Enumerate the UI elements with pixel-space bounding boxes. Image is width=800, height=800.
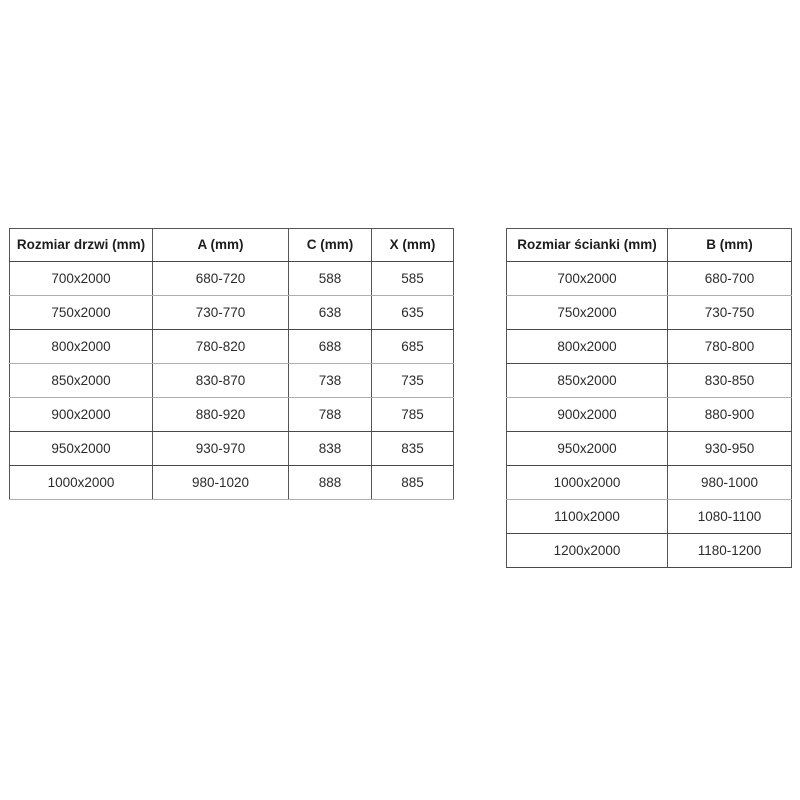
cell-a: 880-920	[152, 397, 289, 432]
cell-door-size: 800x2000	[9, 329, 153, 364]
cell-c: 738	[288, 363, 372, 398]
table-row: 900x2000 880-920 788 785	[9, 397, 454, 432]
door-table-header: Rozmiar drzwi (mm) A (mm) C (mm) X (mm)	[9, 228, 454, 262]
cell-wall-size: 850x2000	[506, 363, 668, 398]
cell-door-size: 900x2000	[9, 397, 153, 432]
table-row: 750x2000 730-750	[506, 295, 792, 330]
cell-b: 1080-1100	[667, 499, 792, 534]
table-row: 1000x2000 980-1020 888 885	[9, 465, 454, 500]
table-row: 900x2000 880-900	[506, 397, 792, 432]
cell-x: 585	[371, 261, 454, 296]
cell-a: 980-1020	[152, 465, 289, 500]
table-row: 1200x2000 1180-1200	[506, 533, 792, 568]
cell-b: 930-950	[667, 431, 792, 466]
table-row: 950x2000 930-950	[506, 431, 792, 466]
cell-x: 885	[371, 465, 454, 500]
cell-b: 780-800	[667, 329, 792, 364]
cell-door-size: 750x2000	[9, 295, 153, 330]
cell-b: 830-850	[667, 363, 792, 398]
cell-wall-size: 950x2000	[506, 431, 668, 466]
cell-x: 735	[371, 363, 454, 398]
table-row: 850x2000 830-870 738 735	[9, 363, 454, 398]
cell-wall-size: 1000x2000	[506, 465, 668, 500]
table-row: 1000x2000 980-1000	[506, 465, 792, 500]
cell-b: 730-750	[667, 295, 792, 330]
cell-c: 788	[288, 397, 372, 432]
cell-door-size: 950x2000	[9, 431, 153, 466]
cell-x: 635	[371, 295, 454, 330]
column-header-door-size: Rozmiar drzwi (mm)	[9, 228, 153, 262]
cell-door-size: 700x2000	[9, 261, 153, 296]
column-header-b: B (mm)	[667, 228, 792, 262]
column-header-x: X (mm)	[371, 228, 454, 262]
cell-c: 588	[288, 261, 372, 296]
cell-c: 838	[288, 431, 372, 466]
table-row: 700x2000 680-720 588 585	[9, 261, 454, 296]
cell-c: 688	[288, 329, 372, 364]
cell-wall-size: 750x2000	[506, 295, 668, 330]
cell-c: 888	[288, 465, 372, 500]
cell-b: 880-900	[667, 397, 792, 432]
cell-a: 730-770	[152, 295, 289, 330]
column-header-wall-size: Rozmiar ścianki (mm)	[506, 228, 668, 262]
cell-b: 980-1000	[667, 465, 792, 500]
table-row: 850x2000 830-850	[506, 363, 792, 398]
table-row: 1100x2000 1080-1100	[506, 499, 792, 534]
table-row: 700x2000 680-700	[506, 261, 792, 296]
wall-table-body: 700x2000 680-700 750x2000 730-750 800x20…	[506, 261, 792, 568]
cell-a: 680-720	[152, 261, 289, 296]
cell-a: 930-970	[152, 431, 289, 466]
column-header-a: A (mm)	[152, 228, 289, 262]
table-row: 800x2000 780-800	[506, 329, 792, 364]
cell-wall-size: 800x2000	[506, 329, 668, 364]
cell-wall-size: 1200x2000	[506, 533, 668, 568]
cell-x: 835	[371, 431, 454, 466]
table-row: 950x2000 930-970 838 835	[9, 431, 454, 466]
column-header-c: C (mm)	[288, 228, 372, 262]
cell-x: 685	[371, 329, 454, 364]
cell-x: 785	[371, 397, 454, 432]
cell-a: 780-820	[152, 329, 289, 364]
table-row: 800x2000 780-820 688 685	[9, 329, 454, 364]
cell-wall-size: 700x2000	[506, 261, 668, 296]
cell-c: 638	[288, 295, 372, 330]
table-header-row: Rozmiar drzwi (mm) A (mm) C (mm) X (mm)	[9, 228, 454, 262]
cell-b: 1180-1200	[667, 533, 792, 568]
table-row: 750x2000 730-770 638 635	[9, 295, 454, 330]
wall-table-header: Rozmiar ścianki (mm) B (mm)	[506, 228, 792, 262]
cell-a: 830-870	[152, 363, 289, 398]
cell-b: 680-700	[667, 261, 792, 296]
cell-wall-size: 900x2000	[506, 397, 668, 432]
door-size-table-container: Rozmiar drzwi (mm) A (mm) C (mm) X (mm) …	[9, 228, 454, 500]
cell-door-size: 1000x2000	[9, 465, 153, 500]
cell-door-size: 850x2000	[9, 363, 153, 398]
door-size-table: Rozmiar drzwi (mm) A (mm) C (mm) X (mm) …	[9, 228, 454, 500]
wall-size-table-container: Rozmiar ścianki (mm) B (mm) 700x2000 680…	[506, 228, 792, 568]
door-table-body: 700x2000 680-720 588 585 750x2000 730-77…	[9, 261, 454, 500]
table-header-row: Rozmiar ścianki (mm) B (mm)	[506, 228, 792, 262]
wall-size-table: Rozmiar ścianki (mm) B (mm) 700x2000 680…	[506, 228, 792, 568]
cell-wall-size: 1100x2000	[506, 499, 668, 534]
